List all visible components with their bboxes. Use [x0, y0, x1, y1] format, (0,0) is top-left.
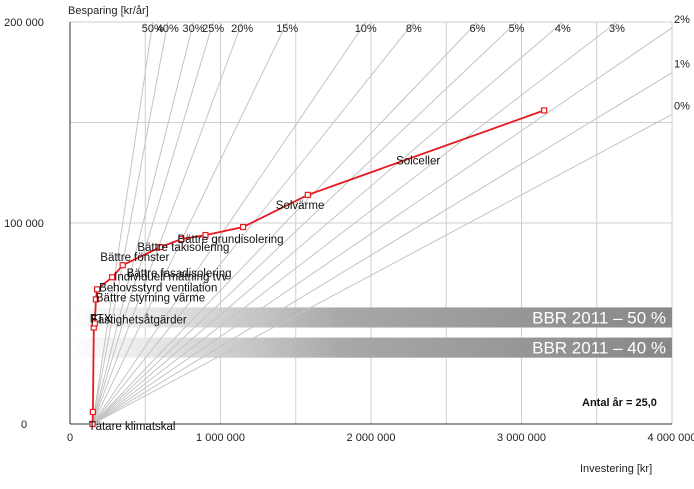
return-rate-line	[92, 21, 243, 425]
x-tick-label: 2 000 000	[347, 432, 396, 444]
return-rate-line	[92, 21, 564, 425]
reference-bands: BBR 2011 – 50 % BBR 2011 – 40 %	[70, 307, 672, 358]
data-point-label: Bättre styrning värme	[96, 292, 205, 304]
data-point	[91, 320, 98, 327]
return-rate-label: 20%	[231, 23, 253, 35]
return-rate-label: 40%	[157, 23, 179, 35]
return-rate-label: 10%	[355, 23, 377, 35]
return-rate-line	[92, 21, 367, 425]
return-rate-line	[92, 21, 154, 425]
return-rate-line	[92, 114, 673, 425]
data-point	[89, 408, 96, 416]
data-point	[178, 235, 185, 243]
return-rate-line	[92, 21, 618, 425]
series-line	[91, 109, 545, 425]
data-point	[202, 231, 209, 239]
x-axis-title: Investering [kr]	[580, 463, 652, 475]
data-point	[93, 286, 101, 293]
return-rate-lines: 0% 1% 2% 3% 4% 5% 6% 8% 10% 15% 20% 25%30% 40%50%	[92, 14, 690, 425]
data-point	[304, 191, 311, 198]
return-rate-line	[92, 21, 214, 425]
return-rate-label: 3%	[609, 23, 625, 35]
series-line	[89, 107, 548, 428]
return-rate-label: 25%	[202, 23, 224, 35]
data-point	[157, 244, 164, 251]
data-point	[239, 223, 247, 231]
data-point	[89, 420, 96, 428]
return-rate-label: 4%	[555, 23, 571, 35]
data-point-label: Solceller	[396, 155, 440, 167]
y-axis-title: Besparing [kr/år]	[68, 5, 149, 17]
x-tick-label: 0	[67, 432, 73, 444]
years-annotation: Antal år = 25,0	[582, 397, 657, 409]
x-tick-label: 1 000 000	[196, 432, 245, 444]
return-rate-line	[92, 21, 169, 425]
reference-band	[70, 307, 672, 328]
return-rate-label: 5%	[509, 23, 525, 35]
return-rate-line	[92, 27, 673, 425]
return-rate-line	[92, 72, 673, 425]
grid	[69, 21, 673, 425]
return-rate-line	[92, 21, 478, 425]
data-point-label: Solvärme	[276, 200, 325, 212]
return-rate-line	[92, 21, 415, 425]
data-point-label: Behovsstyrd ventilation	[99, 282, 217, 294]
data-point	[109, 274, 116, 281]
x-tick-label: 3 000 000	[497, 432, 546, 444]
return-rate-line	[92, 21, 195, 425]
axes: 0 1 000 000 2 000 000 3 000 000 4 000 000 0 10…	[4, 17, 694, 444]
data-point-label: Bättre fönster	[100, 252, 169, 264]
return-rate-label: 1%	[674, 59, 690, 71]
return-rate-label: 8%	[406, 23, 422, 35]
data-point	[540, 107, 548, 114]
data-point-label: Fastighetsåtgärder	[91, 315, 187, 327]
data-point-label: Bättre grundisolering	[177, 234, 283, 246]
reference-band	[70, 337, 672, 358]
return-rate-label: 0%	[674, 100, 690, 112]
data-point	[92, 296, 99, 303]
return-rate-label: 15%	[276, 23, 298, 35]
x-tick-label: 4 000 000	[648, 432, 694, 444]
y-tick-label: 200 000	[4, 17, 44, 29]
return-rate-line	[92, 21, 288, 425]
return-rate-label: 30%	[183, 23, 205, 35]
data-point	[119, 262, 126, 269]
band-label: BBR 2011 – 50 %	[532, 308, 666, 327]
return-rate-label: 50%	[142, 23, 164, 35]
data-point-label: FTX	[90, 314, 112, 326]
data-point-label: Tätare klimatskal	[89, 421, 176, 433]
return-rate-label: 6%	[470, 23, 486, 35]
data-point-label: Bättre fasadisolering	[127, 268, 232, 280]
return-rate-label: 2%	[674, 14, 690, 26]
y-tick-label: 0	[21, 419, 27, 431]
data-point-label: Individuell mätning tvv	[114, 271, 227, 283]
band-label: BBR 2011 – 40 %	[532, 339, 666, 358]
y-tick-label: 100 000	[4, 218, 44, 230]
return-rate-line	[92, 21, 517, 425]
data-point-label: Bättre takisolering	[137, 242, 229, 254]
